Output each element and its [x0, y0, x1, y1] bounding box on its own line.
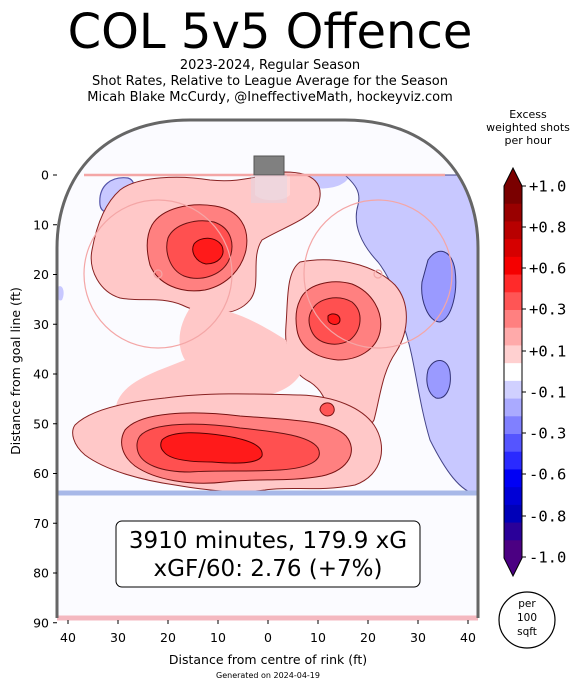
- unit-circle: [498, 591, 556, 649]
- colorbar-tick-label: -1.0: [529, 549, 566, 567]
- colorbar-tick-label: +0.1: [529, 343, 566, 361]
- x-tick-label: 20: [160, 630, 176, 645]
- y-tick-label: 30: [33, 317, 49, 332]
- colorbar-tick-label: +0.6: [529, 260, 566, 278]
- x-tick-label: 30: [110, 630, 126, 645]
- x-tick-label: 40: [60, 630, 76, 645]
- unit-label-line: sqft: [517, 626, 537, 638]
- x-axis-label: Distance from centre of rink (ft): [169, 652, 367, 667]
- boards: [55, 118, 480, 618]
- axes: 40 30 20 10 0 10 20 30 40 0 10 20 30 40 50 60 70 80 90: [33, 168, 476, 646]
- y-tick-label: 90: [33, 615, 49, 630]
- x-tick-label: 0: [264, 630, 272, 645]
- colorbar-segment: [504, 186, 522, 205]
- y-tick-label: 70: [33, 516, 49, 531]
- colorbar-segment: [504, 451, 522, 470]
- y-tick-label: 0: [41, 168, 49, 183]
- colorbar-tick-label: +1.0: [529, 178, 566, 196]
- subtitle-author: Micah Blake McCurdy, @IneffectiveMath, h…: [87, 90, 453, 105]
- colorbar: +1.0 +0.8 +0.6 +0.3 +0.1 -0.1 -0.3 -0.6 -0.8 -1.0: [503, 166, 566, 578]
- x-tick-label: 10: [210, 630, 226, 645]
- colorbar-tick-label: +0.8: [529, 219, 566, 237]
- colorbar-segment: [504, 327, 522, 346]
- colorbar-segment: [504, 310, 522, 329]
- x-tick-label: 30: [410, 630, 426, 645]
- left-faceoff-dot: [153, 269, 163, 279]
- colorbar-extend-top: [504, 168, 522, 186]
- colorbar-title-line: Excess: [509, 108, 547, 121]
- goal-crease: [251, 175, 287, 203]
- colorbar-segment: [504, 203, 522, 222]
- colorbar-segment: [504, 416, 522, 435]
- colorbar-segment: [504, 292, 522, 311]
- contour-red-connector: [116, 304, 300, 417]
- colorbar-title-line: weighted shots: [486, 121, 570, 134]
- colorbar-segment: [504, 487, 522, 506]
- colorbar-tick-label: -0.1: [529, 384, 566, 402]
- contour-red-crease: [255, 175, 290, 201]
- colorbar-segment: [504, 221, 522, 240]
- right-faceoff-circle: [303, 199, 453, 349]
- contour-blue-right-point: [426, 360, 451, 399]
- annotation-line-xgf: xGF/60: 2.76 (+7%): [154, 556, 383, 582]
- contour-blue-left-edge: [57, 286, 64, 301]
- contour-red4-slot: [160, 432, 263, 464]
- colorbar-title-line: per hour: [504, 134, 552, 147]
- x-tick-label: 40: [460, 630, 476, 645]
- right-faceoff-dot: [373, 269, 383, 279]
- heatmap-contours: [57, 171, 478, 496]
- colorbar-tick-label: -0.3: [529, 425, 566, 443]
- colorbar-segment: [504, 345, 522, 364]
- y-tick-label: 50: [33, 416, 49, 431]
- colorbar-segment: [504, 504, 522, 524]
- colorbar-tick-label: -0.8: [529, 508, 566, 526]
- y-tick-label: 20: [33, 267, 49, 282]
- colorbar-segment: [504, 398, 522, 417]
- contour-red4-left: [192, 237, 224, 265]
- colorbar-segment: [504, 522, 522, 541]
- colorbar-segment: [504, 363, 522, 382]
- footer-note: Generated on 2024-04-19: [216, 671, 320, 680]
- x-tick-label: 10: [310, 630, 326, 645]
- unit-label-line: per: [518, 598, 536, 610]
- colorbar-segment: [504, 469, 522, 488]
- annotation-box: [115, 520, 421, 588]
- y-tick-label: 10: [33, 217, 49, 232]
- subtitle-season: 2023-2024, Regular Season: [179, 58, 361, 73]
- annotation-line-minutes: 3910 minutes, 179.9 xG: [129, 528, 407, 554]
- subtitle-description: Shot Rates, Relative to League Average f…: [91, 74, 449, 89]
- colorbar-tick-label: +0.3: [529, 301, 566, 319]
- colorbar-outline: [503, 166, 523, 578]
- y-tick-label: 80: [33, 566, 49, 581]
- colorbar-segment: [504, 239, 522, 258]
- y-tick-label: 40: [33, 367, 49, 382]
- colorbar-segment: [504, 434, 522, 453]
- contour-blue-right-low: [421, 250, 457, 323]
- y-axis-label: Distance from goal line (ft): [8, 287, 23, 455]
- colorbar-segment: [504, 540, 522, 559]
- rink-markings: [55, 118, 480, 621]
- colorbar-extend-bottom: [504, 558, 522, 576]
- colorbar-segment: [504, 256, 522, 276]
- y-tick-label: 60: [33, 466, 49, 481]
- goal-net: [253, 155, 285, 176]
- x-tick-label: 20: [360, 630, 376, 645]
- left-faceoff-circle: [83, 199, 233, 349]
- colorbar-segment: [504, 380, 522, 400]
- contour-red2-dot: [319, 402, 335, 417]
- colorbar-tick-label: -0.6: [529, 466, 566, 484]
- colorbar-segment: [504, 274, 522, 293]
- unit-label-line: 100: [517, 612, 537, 624]
- contour-red4-right: [327, 313, 341, 325]
- colorbar-title: Excess weighted shots per hour: [478, 108, 578, 147]
- chart-title: COL 5v5 Offence: [67, 4, 473, 60]
